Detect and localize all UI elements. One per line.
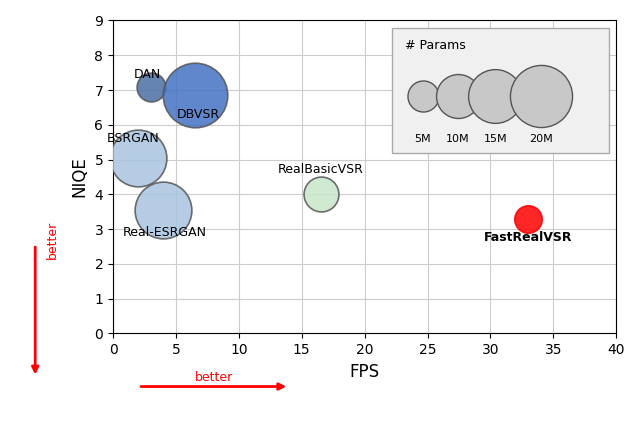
Point: [189, 92, 200, 99]
Point: [417, 92, 428, 99]
Point: [452, 92, 463, 99]
X-axis label: FPS: FPS: [349, 363, 380, 381]
Y-axis label: NIQE: NIQE: [71, 157, 89, 197]
Text: 5M: 5M: [414, 135, 431, 144]
Text: BSRGAN: BSRGAN: [107, 132, 159, 145]
Point: [158, 206, 168, 214]
Text: 10M: 10M: [446, 135, 470, 144]
Text: # Params: # Params: [405, 39, 466, 52]
Point: [490, 92, 500, 99]
Text: 15M: 15M: [484, 135, 508, 144]
Text: better: better: [46, 220, 59, 258]
Text: DAN: DAN: [133, 68, 161, 81]
Point: [133, 154, 143, 161]
Text: Real-ESRGAN: Real-ESRGAN: [123, 226, 207, 239]
FancyBboxPatch shape: [392, 28, 609, 154]
Text: better: better: [195, 371, 233, 384]
Point: [146, 83, 156, 90]
Text: DBVSR: DBVSR: [177, 108, 220, 121]
Text: RealBasicVSR: RealBasicVSR: [278, 163, 364, 176]
Point: [523, 215, 533, 222]
Point: [536, 92, 546, 99]
Point: [316, 191, 326, 198]
Text: 20M: 20M: [529, 135, 553, 144]
Text: FastRealVSR: FastRealVSR: [484, 231, 572, 244]
